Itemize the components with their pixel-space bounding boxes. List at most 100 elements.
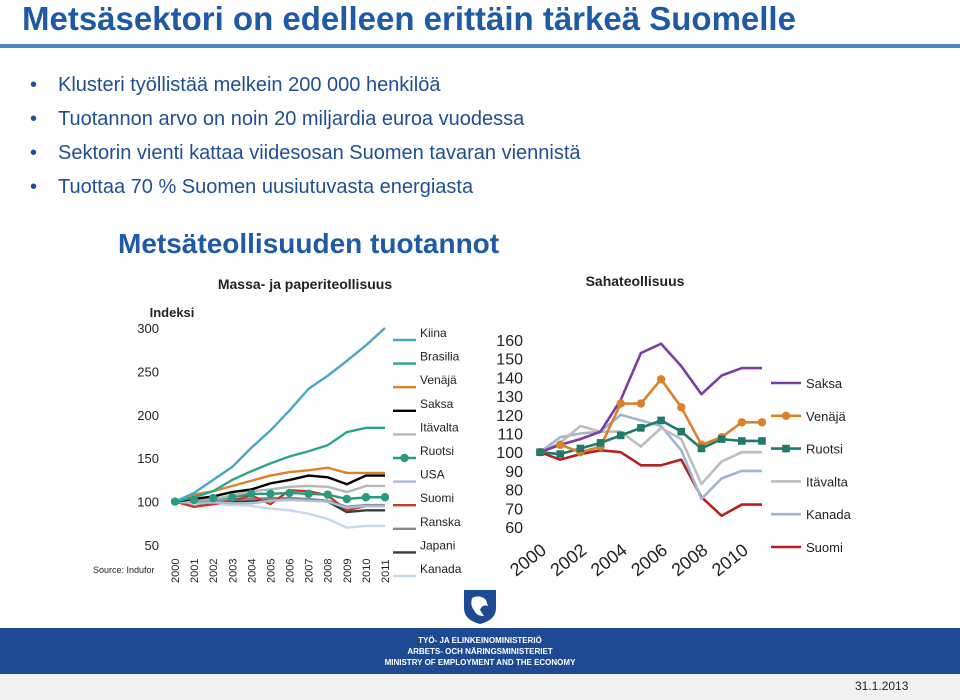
bullet-list: • Klusteri työllistää melkein 200 000 hen… [30,68,581,204]
chart2-legend-label: Saksa [806,376,843,391]
chart1-series-line [174,327,386,503]
chart2-legend-marker [782,444,790,453]
chart1-data-point [361,493,371,502]
chart2-ytick-label: 100 [496,445,523,462]
chart2-ytick-label: 90 [505,464,523,481]
chart1-legend-label: Saksa [420,397,454,411]
chart2-data-point [616,431,625,440]
chart1-xtick-label: 2006 [285,559,297,583]
chart1-ytick-label: 150 [137,451,159,466]
chart2-series-line [539,424,762,486]
bullet-item: • Tuotannon arvo on noin 20 miljardia eur… [30,102,581,136]
chart2-ytick-label: 160 [496,333,523,350]
chart1-xtick-label: 2003 [227,559,239,583]
chart1-legend-label: Kiina [420,326,447,340]
chart1-data-point [342,494,352,504]
bullet-icon: • [30,108,38,130]
chart2-ytick-label: 130 [496,389,523,406]
bullet-text: Tuottaa 70 % Suomen uusiutuvasta energia… [58,176,474,198]
chart2-series-line [539,342,762,454]
chart1-xtick-label: 2004 [246,559,258,583]
bullet-icon: • [30,176,38,198]
chart1-ytick-label: 300 [137,321,159,336]
chart1-xtick-label: 2001 [189,559,201,583]
chart2-xtick-label: 2002 [547,540,591,580]
chart2-ytick-label: 80 [505,483,523,500]
chart1-legend-label: Kanada [420,562,462,576]
chart2-data-point [636,399,646,408]
chart2-series-line [539,449,762,518]
chart1-xtick-label: 2002 [208,559,220,583]
chart1-ylabel: Indeksi [150,305,195,320]
chart2-data-point [758,437,766,445]
chart1-data-point [228,493,237,502]
chart2-data-point [677,427,686,436]
chart2-ytick-label: 140 [496,370,523,387]
chart1-legend-label: Ranska [420,515,461,529]
chart1-data-point [247,489,256,498]
chart1-data-point [380,493,390,502]
section-subtitle: Metsäteollisuuden tuotannot [118,228,500,259]
chart2-data-point [637,424,645,432]
footer-stripe [0,674,960,700]
chart1-xtick-label: 2007 [304,559,316,583]
chart1-series-line [174,498,385,509]
footer-ministry-fi: TYÖ- JA ELINKEINOMINISTERIÖ [418,636,542,645]
bullet-item: • Sektorin vienti kattaa viidesosan Suome… [30,136,581,170]
chart2-data-point [737,418,747,427]
chart2-legend-label: Ruotsi [806,442,843,457]
chart2-ytick-label: 70 [505,501,523,518]
chart1-xtick-label: 2008 [323,559,335,583]
chart2-data-point [757,418,767,427]
chart1-legend-label: USA [420,468,445,482]
chart1-legend-label: Venäjä [420,373,457,387]
chart2-data-point [576,444,585,453]
chart2-data-point [657,416,665,425]
chart1-legend-label: Japani [420,538,455,552]
chart1-data-point [285,488,294,498]
chart1-series-line [174,426,385,503]
chart1-legend-label: Brasilia [420,350,460,364]
chart2-xtick-label: 2008 [668,540,712,580]
bullet-item: • Tuottaa 70 % Suomen uusiutuvasta energi… [30,170,581,204]
chart1-ytick-label: 200 [137,408,159,423]
chart1-xtick-label: 2000 [170,559,182,583]
chart2-xtick-label: 2004 [587,540,631,580]
footer-ministry-en: MINISTRY OF EMPLOYMENT AND THE ECONOMY [384,658,576,667]
chart2-data-point [555,440,565,449]
slide-date: 31.1.2013 [855,679,909,693]
chart1-source: Source: Indufor [93,565,155,575]
chart2-data-point [536,448,544,456]
chart2-xtick-label: 2010 [708,540,752,580]
chart2-legend-label: Venäjä [806,409,847,424]
chart1-xtick-label: 2005 [265,559,277,583]
chart1-data-point [170,497,180,506]
chart2-data-point [717,435,726,443]
chart2-ytick-label: 60 [505,520,523,537]
chart1-title: Massa- ja paperiteollisuus [218,276,392,292]
chart1-data-point [208,493,218,503]
chart1-ytick-label: 250 [137,364,159,379]
chart2-data-point [738,437,746,445]
chart2-data-point [697,444,706,453]
chart1-xtick-label: 2009 [342,559,354,583]
chart1-data-point [189,495,199,505]
chart1-xtick-label: 2011 [380,559,392,583]
chart2-ytick-label: 110 [497,427,523,444]
bullet-text: Sektorin vienti kattaa viidesosan Suomen… [58,142,581,164]
chart1-data-point [304,489,313,498]
chart2-legend-label: Itävalta [806,474,849,489]
bullet-text: Klusteri työllistää melkein 200 000 henk… [58,74,441,96]
chart2-xtick-label: 2006 [627,540,671,580]
chart1-legend-label: Suomi [420,491,454,505]
footer-ministry-sv: ARBETS- OCH NÄRINGSMINISTERIET [407,647,553,656]
bullet-item: • Klusteri työllistää melkein 200 000 hen… [30,68,581,102]
chart2-xtick-label: 2000 [506,540,550,580]
chart2-legend-marker [781,411,791,420]
chart2-data-point [556,450,564,458]
chart1-data-point [323,490,332,499]
chart2-ytick-label: 120 [496,408,523,425]
chart1-legend-marker [400,453,409,463]
